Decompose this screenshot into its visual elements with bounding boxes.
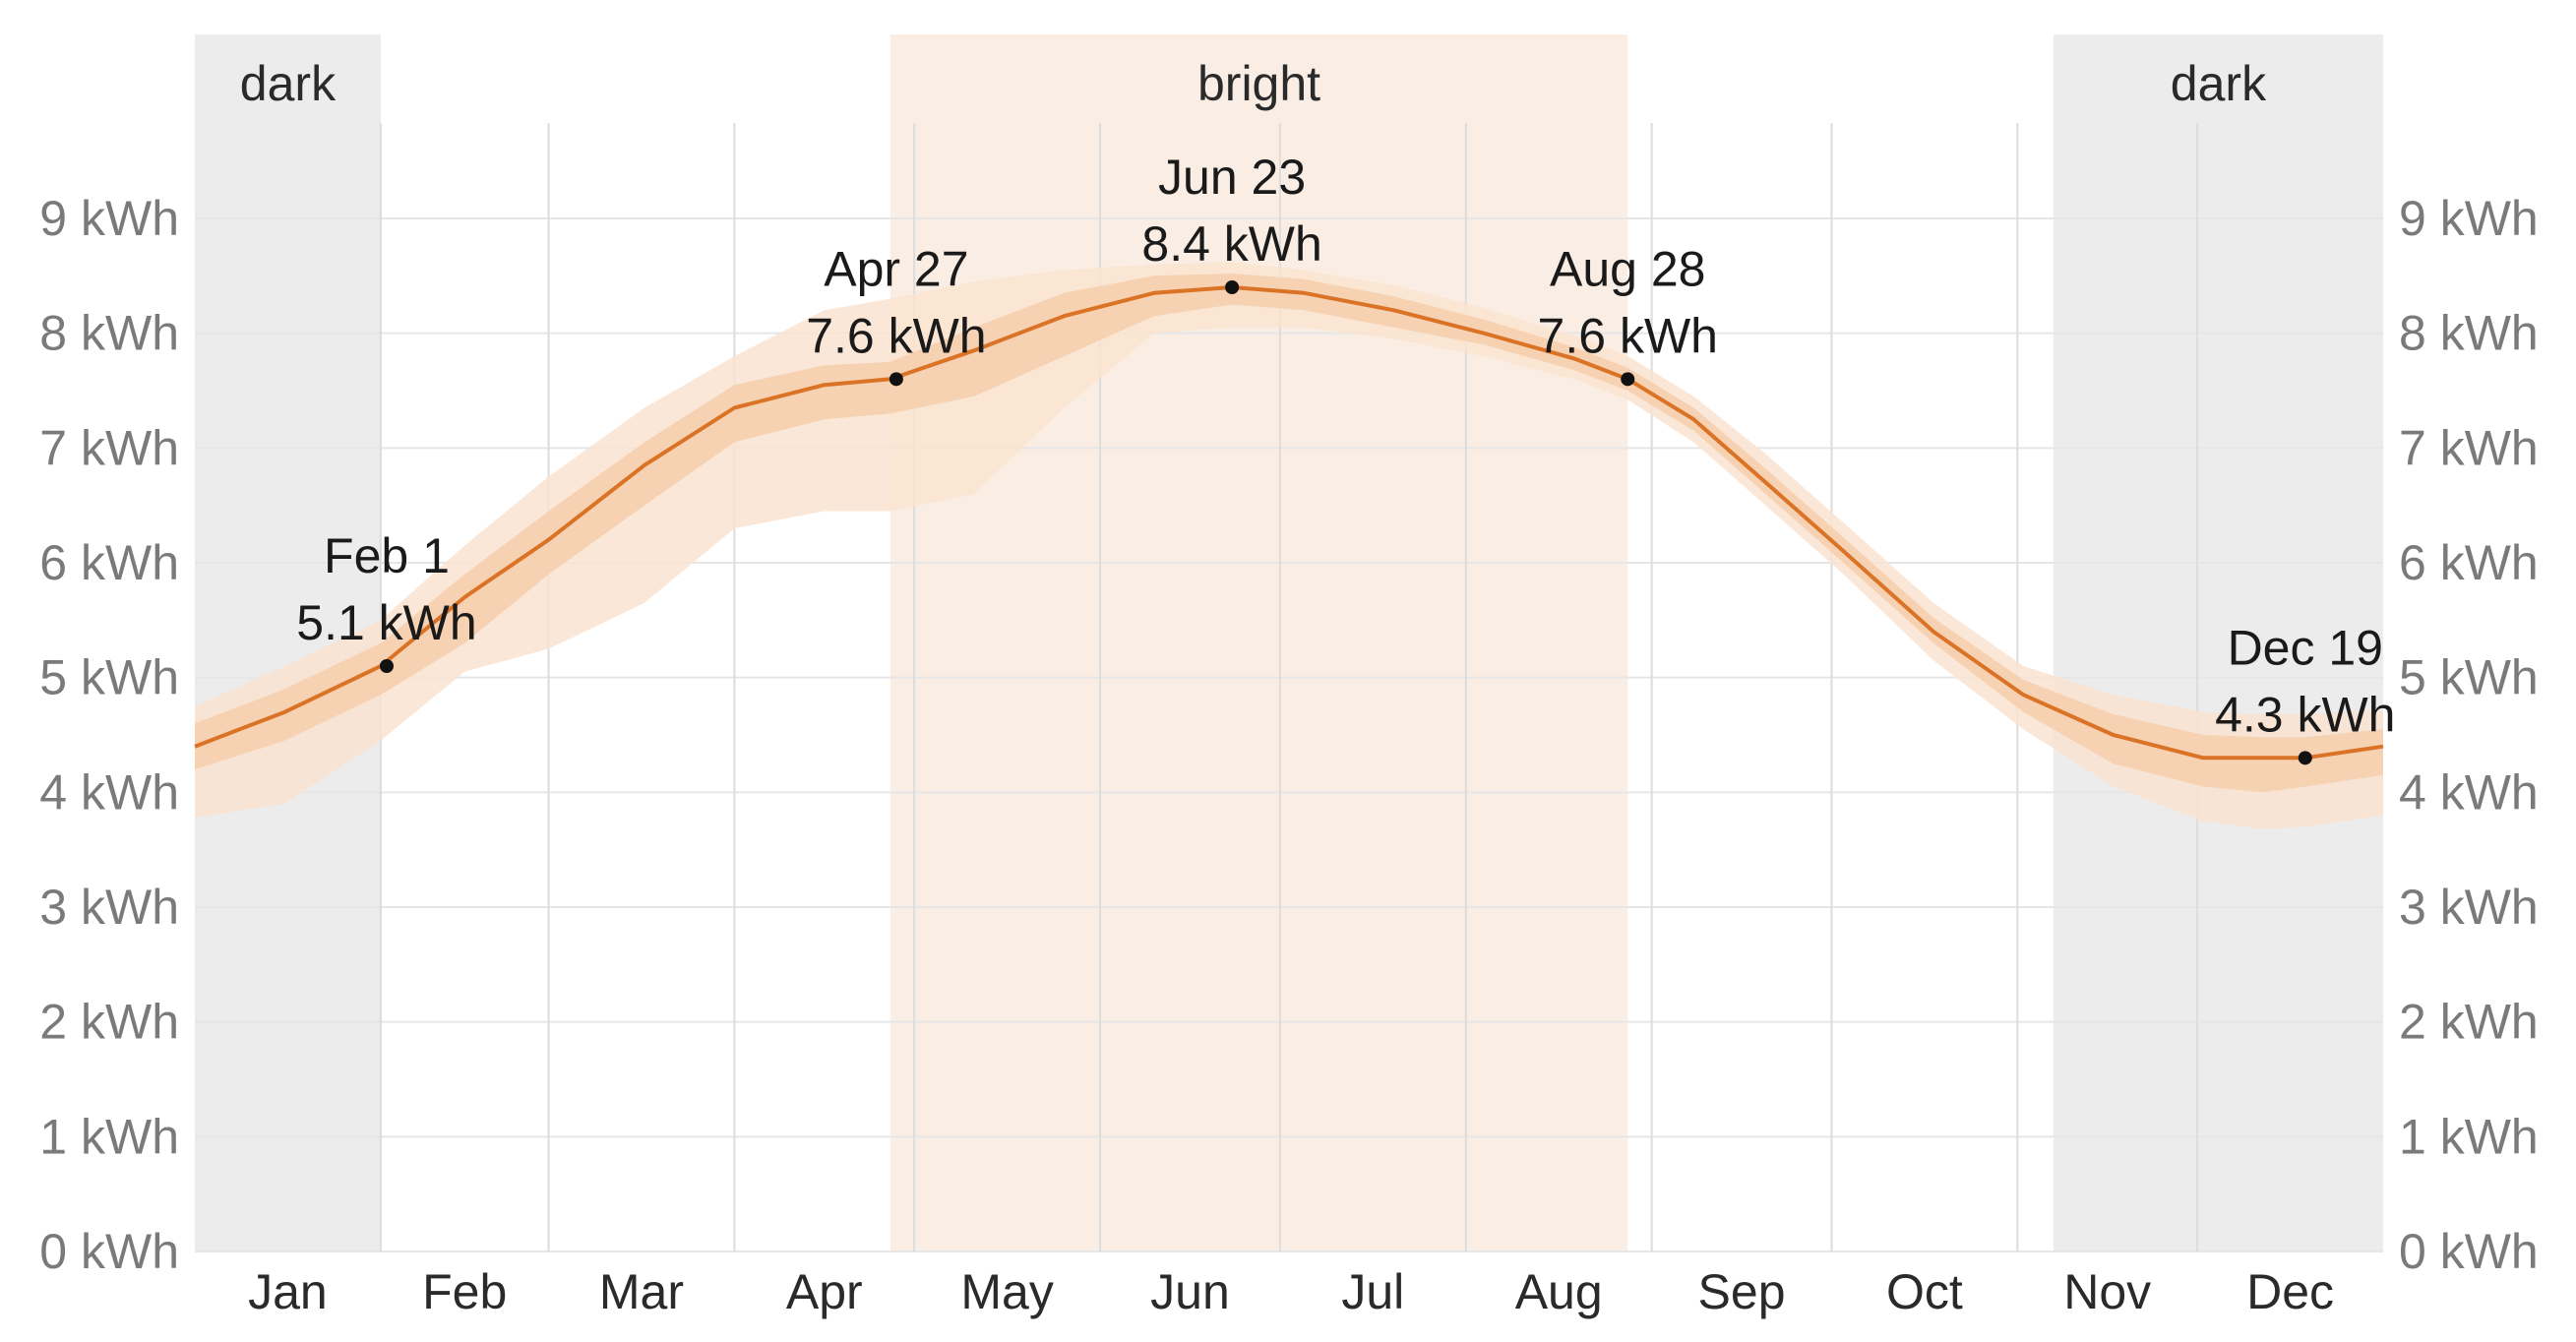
annotation-date-4: Dec 19	[2228, 620, 2383, 675]
annotation-date-1: Apr 27	[824, 241, 968, 296]
band-label-bright-1: bright	[1197, 56, 1320, 111]
grid-lines	[195, 123, 2383, 1252]
y-tick-left-2: 2 kWh	[39, 995, 179, 1050]
month-label-May: May	[960, 1264, 1053, 1319]
series-layer	[194, 262, 2384, 829]
y-tick-right-0: 0 kWh	[2399, 1224, 2539, 1279]
y-tick-left-4: 4 kWh	[39, 764, 179, 820]
average-energy-line	[194, 285, 2384, 761]
y-tick-right-1: 1 kWh	[2399, 1109, 2539, 1164]
y-tick-right-8: 8 kWh	[2399, 306, 2539, 361]
band-label-dark-2: dark	[2171, 56, 2267, 111]
y-tick-left-9: 9 kWh	[39, 191, 179, 246]
band-bright-1	[889, 34, 1628, 1251]
y-tick-right-5: 5 kWh	[2399, 650, 2539, 705]
season-bands	[195, 34, 2383, 1251]
annotation-date-0: Feb 1	[324, 528, 450, 583]
annotation-point-4	[2298, 751, 2312, 765]
month-label-Aug: Aug	[1515, 1264, 1603, 1319]
month-label-Dec: Dec	[2246, 1264, 2334, 1319]
annotation-point-2	[1225, 280, 1240, 294]
month-label-Sep: Sep	[1698, 1264, 1786, 1319]
annotations-layer: Feb 1 5.1 kWh Apr 27 7.6 kWh Jun 23 8.4 kWh Au…	[296, 150, 2395, 765]
month-label-Apr: Apr	[786, 1264, 863, 1319]
month-label-Jun: Jun	[1150, 1264, 1230, 1319]
y-tick-right-9: 9 kWh	[2399, 191, 2539, 246]
y-tick-right-3: 3 kWh	[2399, 880, 2539, 935]
y-tick-right-7: 7 kWh	[2399, 420, 2539, 475]
y-tick-right-2: 2 kWh	[2399, 995, 2539, 1050]
y-tick-left-8: 8 kWh	[39, 306, 179, 361]
y-tick-right-4: 4 kWh	[2399, 764, 2539, 820]
annotation-date-3: Aug 28	[1550, 241, 1705, 296]
annotation-point-3	[1621, 372, 1635, 387]
y-tick-left-3: 3 kWh	[39, 880, 179, 935]
month-label-Oct: Oct	[1886, 1264, 1963, 1319]
month-label-Feb: Feb	[422, 1264, 507, 1319]
annotation-value-2: 8.4 kWh	[1141, 216, 1321, 272]
band-25-75-percentile	[195, 274, 2383, 793]
band-label-dark-0: dark	[240, 56, 337, 111]
annotation-point-0	[379, 659, 394, 673]
annotation-value-0: 5.1 kWh	[296, 595, 476, 650]
month-label-Jan: Jan	[248, 1264, 328, 1319]
y-tick-left-5: 5 kWh	[39, 650, 179, 705]
annotation-value-1: 7.6 kWh	[806, 308, 986, 363]
annotation-value-4: 4.3 kWh	[2215, 687, 2395, 742]
month-label-Mar: Mar	[599, 1264, 684, 1319]
y-tick-left-6: 6 kWh	[39, 535, 179, 590]
annotation-value-3: 7.6 kWh	[1538, 308, 1718, 363]
month-label-Nov: Nov	[2063, 1264, 2151, 1319]
y-tick-left-7: 7 kWh	[39, 420, 179, 475]
annotation-date-2: Jun 23	[1158, 150, 1306, 205]
y-tick-right-6: 6 kWh	[2399, 535, 2539, 590]
annotation-point-1	[889, 372, 903, 387]
band-dark-2	[2053, 34, 2383, 1251]
y-tick-left-1: 1 kWh	[39, 1109, 179, 1164]
axis-labels: 0 kWh 0 kWh 1 kWh 1 kWh 2 kWh 2 kWh 3 kWh 3 kWh…	[39, 56, 2538, 1319]
y-tick-left-0: 0 kWh	[39, 1224, 179, 1279]
month-label-Jul: Jul	[1341, 1264, 1404, 1319]
